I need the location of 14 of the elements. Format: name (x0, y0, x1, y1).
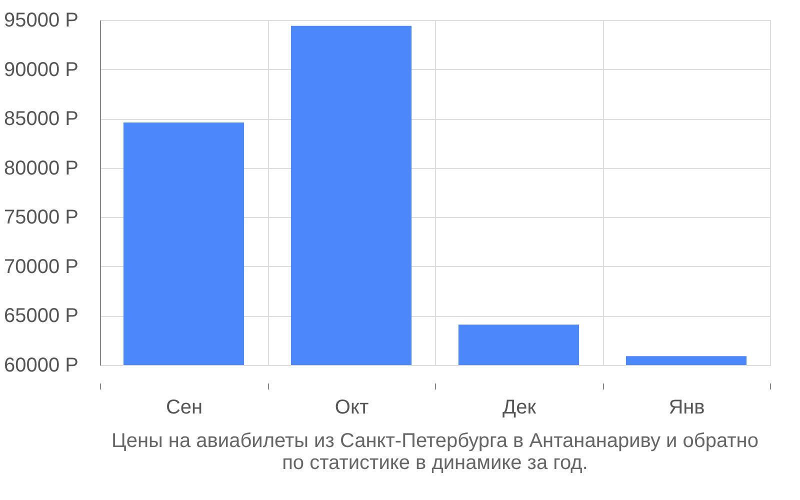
y-tick-label: 70000 Р (4, 256, 78, 278)
y-tick-label: 75000 Р (4, 206, 78, 229)
text: Цены на авиабилеты из Санкт-Петербурга в Антананариву и обратно (112, 430, 758, 452)
y-tick-label: 60000 Р (4, 354, 78, 376)
x-tick-label: Дек (502, 396, 536, 418)
y-tick-label: 95000 Р (4, 10, 78, 32)
x-tick-label: Окт (334, 396, 369, 418)
x-tick-label: Янв (668, 396, 705, 418)
x-tick-label: Сен (166, 396, 203, 418)
y-tick-label: 80000 Р (4, 157, 78, 180)
y-tick-label: 65000 Р (4, 305, 78, 328)
y-tick-label: 85000 Р (4, 108, 78, 130)
text: по статистике в динамике за год. (282, 452, 588, 474)
y-tick-label: 90000 Р (4, 58, 78, 81)
